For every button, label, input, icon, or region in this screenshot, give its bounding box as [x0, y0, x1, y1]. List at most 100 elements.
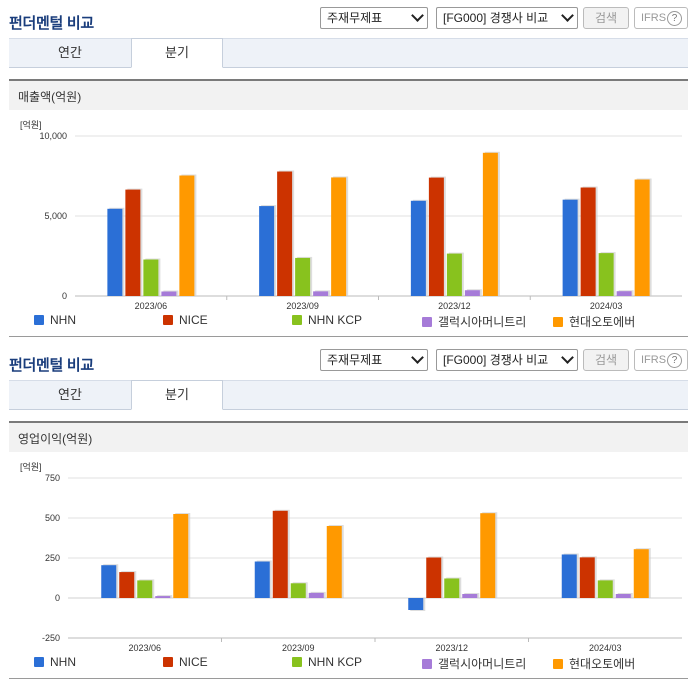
bar-nice-2023-09[interactable] — [272, 510, 288, 598]
bar-nhn-2023-12[interactable] — [410, 200, 426, 296]
bar-nhn-2023-09[interactable] — [259, 206, 275, 296]
y-tick-label: 750 — [45, 473, 60, 483]
bar-nhn-kcp-2024-03[interactable] — [597, 580, 613, 598]
bar-nhn-kcp-2023-12[interactable] — [446, 253, 462, 296]
bar-nice-2023-12[interactable] — [426, 557, 442, 598]
legend-label: 현대오토에버 — [569, 657, 636, 671]
operating-profit-bar-chart: -250 0 250 500 750 2023/06 2023/09 2023/12 2024/… — [42, 473, 682, 653]
bar-갤럭시아머니트리-2023-06[interactable] — [155, 596, 171, 598]
bar-현대오토에버-2023-12[interactable] — [482, 152, 498, 296]
legend-swatch — [163, 657, 173, 667]
bar-현대오토에버-2023-09[interactable] — [326, 526, 342, 598]
bar-nice-2023-09[interactable] — [277, 171, 293, 296]
fundamental-panel-revenue: 펀더멘털 비교 주재무제표 [FG000] 경쟁사 비교 검색 IFRS ? 연… — [0, 0, 696, 337]
ifrs-button[interactable]: IFRS ? — [634, 349, 688, 371]
legend-item-nice[interactable]: NICE — [163, 313, 208, 327]
x-tick-label: 2023/12 — [435, 643, 468, 653]
bar-nhn-2023-06[interactable] — [101, 565, 117, 598]
legend-item-nhn[interactable]: NHN — [34, 313, 76, 327]
bar-현대오토에버-2023-12[interactable] — [480, 513, 496, 598]
compare-select[interactable]: [FG000] 경쟁사 비교 — [436, 349, 578, 371]
bar-nhn-2023-06[interactable] — [107, 208, 123, 296]
tab-quarterly[interactable]: 분기 — [131, 380, 223, 410]
bar-nhn-kcp-2023-09[interactable] — [295, 257, 311, 296]
bar-현대오토에버-2023-06[interactable] — [179, 175, 195, 296]
legend-item-nice[interactable]: NICE — [163, 655, 208, 669]
help-icon[interactable]: ? — [667, 11, 682, 26]
legend-label: 현대오토에버 — [569, 315, 636, 329]
bar-nhn-kcp-2023-06[interactable] — [143, 259, 159, 296]
bar-nhn-2023-12[interactable] — [408, 598, 424, 610]
ifrs-label: IFRS — [641, 354, 667, 366]
statement-select[interactable]: 주재무제표 — [320, 7, 428, 29]
bar-nhn-kcp-2023-09[interactable] — [290, 583, 306, 598]
legend-label: NHN — [50, 655, 76, 669]
y-tick-label: 500 — [45, 513, 60, 523]
help-icon[interactable]: ? — [667, 353, 682, 368]
bar-현대오토에버-2024-03[interactable] — [633, 549, 649, 598]
x-tick-label: 2024/03 — [589, 643, 622, 653]
bar-현대오토에버-2023-06[interactable] — [173, 514, 189, 598]
panel-header: 펀더멘털 비교 주재무제표 [FG000] 경쟁사 비교 검색 IFRS ? — [0, 342, 696, 380]
tab-annual[interactable]: 연간 — [58, 387, 82, 402]
statement-select-value: 주재무제표 — [327, 353, 383, 367]
chevron-down-icon — [561, 351, 574, 364]
chevron-down-icon — [411, 351, 424, 364]
bar-nice-2023-06[interactable] — [119, 572, 135, 598]
search-button[interactable]: 검색 — [583, 7, 629, 29]
chart-legend: NHN NICE NHN KCP 갤럭시아머니트리 현대오토에버 — [0, 655, 696, 673]
panel-title: 펀더멘털 비교 — [9, 357, 94, 374]
x-tick-label: 2023/09 — [282, 643, 315, 653]
legend-swatch — [163, 315, 173, 325]
legend-item-galaxia[interactable]: 갤럭시아머니트리 — [422, 313, 526, 330]
bar-갤럭시아머니트리-2023-12[interactable] — [464, 290, 480, 296]
y-tick-label: 0 — [55, 593, 60, 603]
bar-갤럭시아머니트리-2023-09[interactable] — [308, 592, 324, 598]
bar-nhn-2023-09[interactable] — [254, 561, 270, 598]
compare-select[interactable]: [FG000] 경쟁사 비교 — [436, 7, 578, 29]
legend-item-hyundai-autoever[interactable]: 현대오토에버 — [553, 655, 635, 672]
bar-nice-2024-03[interactable] — [579, 557, 595, 598]
panel-title: 펀더멘털 비교 — [9, 15, 94, 32]
bar-갤럭시아머니트리-2024-03[interactable] — [615, 594, 631, 598]
bar-nhn-2024-03[interactable] — [561, 554, 577, 598]
chevron-down-icon — [411, 9, 424, 22]
bar-갤럭시아머니트리-2024-03[interactable] — [616, 291, 632, 296]
y-tick-label: -250 — [42, 633, 60, 643]
search-button[interactable]: 검색 — [583, 349, 629, 371]
tab-annual[interactable]: 연간 — [58, 45, 82, 60]
legend-swatch — [422, 317, 432, 327]
bar-갤럭시아머니트리-2023-06[interactable] — [161, 291, 177, 296]
legend-swatch — [553, 659, 563, 669]
legend-swatch — [34, 657, 44, 667]
bar-갤럭시아머니트리-2023-09[interactable] — [313, 291, 329, 296]
legend-item-galaxia[interactable]: 갤럭시아머니트리 — [422, 655, 526, 672]
statement-select[interactable]: 주재무제표 — [320, 349, 428, 371]
legend-item-hyundai-autoever[interactable]: 현대오토에버 — [553, 313, 635, 330]
bar-nhn-2024-03[interactable] — [562, 199, 578, 296]
section-title: 영업이익(억원) — [18, 432, 93, 446]
bar-nhn-kcp-2024-03[interactable] — [598, 253, 614, 296]
bar-현대오토에버-2023-09[interactable] — [331, 177, 347, 296]
bar-nice-2023-12[interactable] — [428, 177, 444, 296]
legend-item-nhn[interactable]: NHN — [34, 655, 76, 669]
bar-nhn-kcp-2023-06[interactable] — [137, 580, 153, 598]
compare-select-value: [FG000] 경쟁사 비교 — [443, 11, 549, 25]
compare-select-value: [FG000] 경쟁사 비교 — [443, 353, 549, 367]
bar-nice-2023-06[interactable] — [125, 189, 141, 296]
y-unit-label: [억원] — [20, 120, 42, 130]
bar-nhn-kcp-2023-12[interactable] — [444, 578, 460, 598]
bar-현대오토에버-2024-03[interactable] — [634, 179, 650, 296]
panel-header: 펀더멘털 비교 주재무제표 [FG000] 경쟁사 비교 검색 IFRS ? — [0, 0, 696, 38]
legend-item-nhn-kcp[interactable]: NHN KCP — [292, 313, 362, 327]
period-tabs: 연간 분기 — [9, 38, 688, 68]
legend-label: NICE — [179, 313, 208, 327]
bar-nice-2024-03[interactable] — [580, 187, 596, 296]
ifrs-button[interactable]: IFRS ? — [634, 7, 688, 29]
legend-swatch — [292, 657, 302, 667]
bar-갤럭시아머니트리-2023-12[interactable] — [462, 594, 478, 598]
tab-quarterly[interactable]: 분기 — [131, 38, 223, 68]
panel-bottom-rule — [9, 336, 688, 337]
legend-label: NICE — [179, 655, 208, 669]
legend-item-nhn-kcp[interactable]: NHN KCP — [292, 655, 362, 669]
